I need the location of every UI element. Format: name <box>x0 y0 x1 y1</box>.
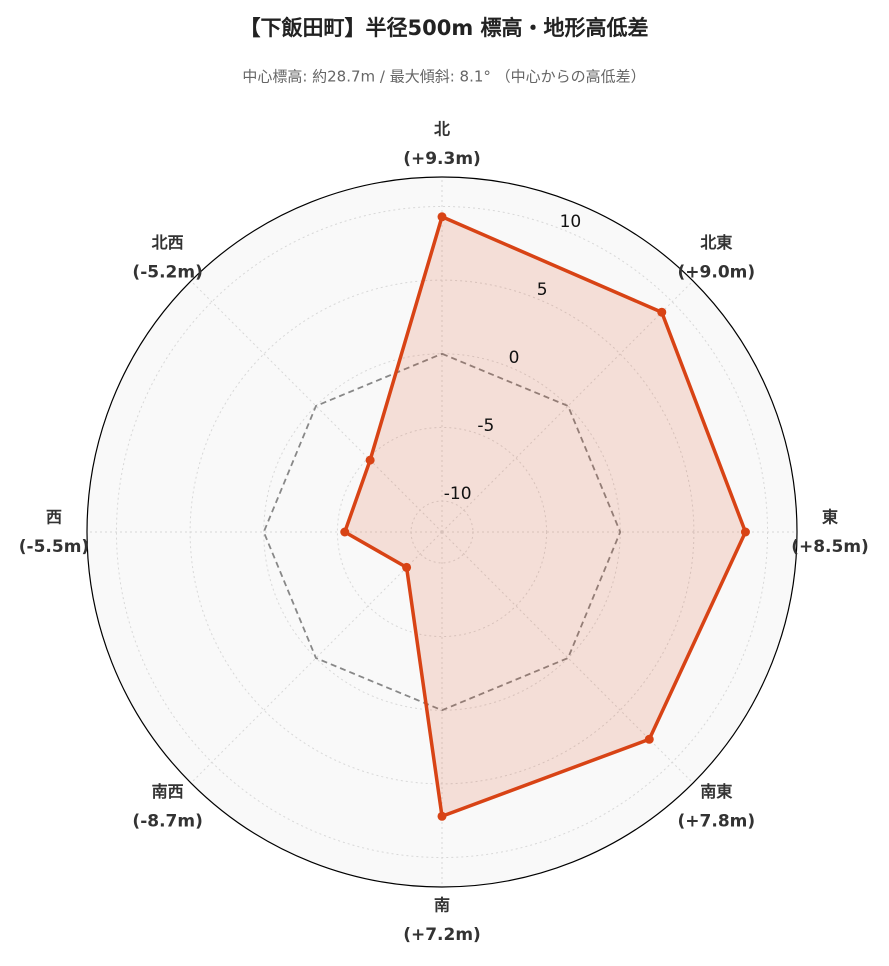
value-label: (-5.2m) <box>132 263 202 283</box>
value-label: (+7.2m) <box>403 925 481 945</box>
category-label: 南東 <box>700 782 732 801</box>
value-label: (+8.5m) <box>791 537 869 557</box>
data-point <box>365 455 375 465</box>
category-label: 西 <box>46 508 62 527</box>
category-label: 北西 <box>152 233 184 252</box>
data-point <box>437 212 447 222</box>
chart-subtitle: 中心標高: 約28.7m / 最大傾斜: 8.1° （中心からの高低差） <box>242 68 645 86</box>
grid-spoke <box>190 531 443 784</box>
data-point <box>644 734 654 744</box>
category-label: 東 <box>822 508 838 527</box>
chart-title: 【下飯田町】半径500m 標高・地形高低差 <box>239 16 648 40</box>
data-point <box>657 307 667 317</box>
grid-spoke <box>190 280 443 533</box>
value-label: (+9.3m) <box>403 149 481 169</box>
data-point <box>740 527 750 537</box>
grid-spoke <box>441 280 694 533</box>
value-label: (-8.7m) <box>132 811 202 831</box>
data-point <box>340 527 350 537</box>
r-tick-label: 5 <box>537 280 548 300</box>
category-label: 北東 <box>700 233 732 252</box>
r-tick-label: -5 <box>477 416 494 436</box>
grid-circle <box>336 426 548 638</box>
reference-line <box>262 352 622 712</box>
category-label: 北 <box>434 120 450 139</box>
data-point <box>402 562 412 572</box>
category-label: 南 <box>434 896 450 915</box>
r-tick-label: 0 <box>509 348 520 368</box>
r-tick-label: 10 <box>560 212 582 232</box>
value-label: (+7.8m) <box>678 811 756 831</box>
outer-circle <box>86 176 798 888</box>
r-tick-label: -10 <box>444 484 472 504</box>
value-label: (-5.5m) <box>19 537 89 557</box>
category-label: 南西 <box>152 782 184 801</box>
value-label: (+9.0m) <box>678 263 756 283</box>
data-point <box>437 811 447 821</box>
